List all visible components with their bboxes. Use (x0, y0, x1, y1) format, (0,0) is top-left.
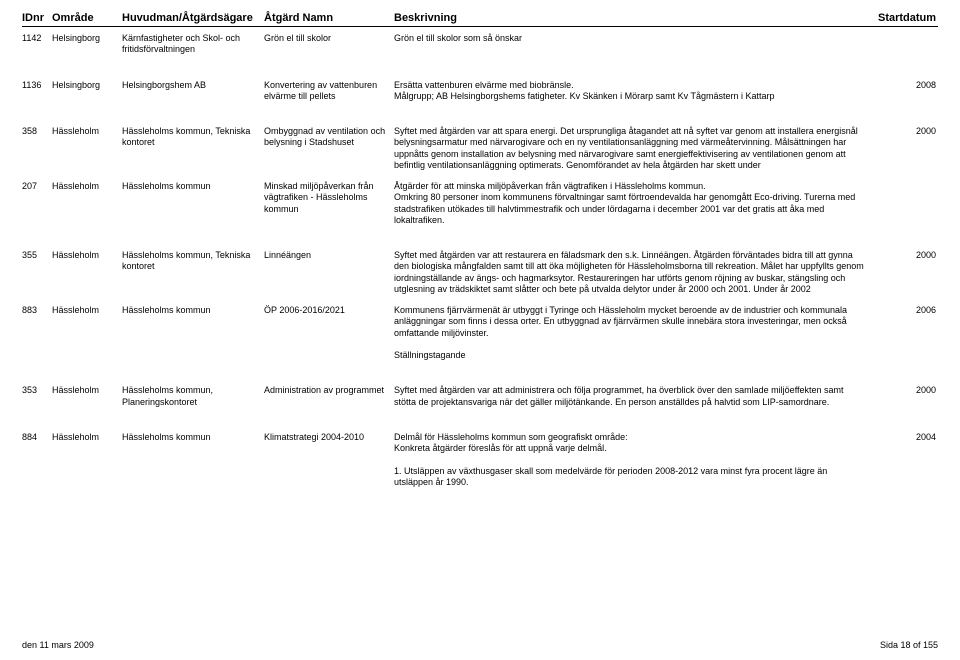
table-header: IDnr Område Huvudman/Åtgärdsägare Åtgärd… (22, 12, 938, 27)
cell-name: Minskad miljöpåverkan från vägtrafiken -… (264, 181, 394, 226)
cell-owner: Helsingborgshem AB (122, 80, 264, 103)
cell-id: 1142 (22, 33, 52, 56)
cell-date: 2000 (878, 126, 938, 171)
row-gap (22, 236, 938, 250)
cell-owner: Hässleholms kommun (122, 432, 264, 488)
table-row: 355HässleholmHässleholms kommun, Teknisk… (22, 250, 938, 295)
cell-desc: Syftet med åtgärden var att administrera… (394, 385, 878, 408)
cell-id: 358 (22, 126, 52, 171)
table-row: 353HässleholmHässleholms kommun, Planeri… (22, 385, 938, 408)
cell-area: Hässleholm (52, 385, 122, 408)
row-gap (22, 418, 938, 432)
cell-name: ÖP 2006-2016/2021 (264, 305, 394, 361)
cell-date: 2004 (878, 432, 938, 488)
cell-desc: Syftet med åtgärden var att spara energi… (394, 126, 878, 171)
col-name: Åtgärd Namn (264, 12, 394, 24)
cell-area: Hässleholm (52, 126, 122, 171)
cell-name: Grön el till skolor (264, 33, 394, 56)
cell-name: Linnéängen (264, 250, 394, 295)
cell-date (878, 33, 938, 56)
row-gap (22, 112, 938, 126)
cell-id: 884 (22, 432, 52, 488)
cell-id: 207 (22, 181, 52, 226)
cell-owner: Hässleholms kommun, Tekniska kontoret (122, 250, 264, 295)
cell-date: 2000 (878, 250, 938, 295)
col-id: IDnr (22, 12, 52, 24)
cell-name: Konvertering av vattenburen elvärme till… (264, 80, 394, 103)
cell-area: Hässleholm (52, 432, 122, 488)
table-row: 1136HelsingborgHelsingborgshem ABKonvert… (22, 80, 938, 103)
footer-date: den 11 mars 2009 (22, 640, 94, 650)
cell-id: 353 (22, 385, 52, 408)
cell-owner: Hässleholms kommun, Tekniska kontoret (122, 126, 264, 171)
cell-id: 883 (22, 305, 52, 361)
col-desc: Beskrivning (394, 12, 878, 24)
table-row: 1142HelsingborgKärnfastigheter och Skol-… (22, 33, 938, 56)
cell-owner: Hässleholms kommun (122, 181, 264, 226)
cell-date: 2000 (878, 385, 938, 408)
cell-name: Klimatstrategi 2004-2010 (264, 432, 394, 488)
cell-date (878, 181, 938, 226)
row-gap (22, 66, 938, 80)
table-row: 884HässleholmHässleholms kommunKlimatstr… (22, 432, 938, 488)
cell-area: Hässleholm (52, 250, 122, 295)
table-row: 883HässleholmHässleholms kommunÖP 2006-2… (22, 305, 938, 361)
table-row: 207HässleholmHässleholms kommunMinskad m… (22, 181, 938, 226)
cell-id: 1136 (22, 80, 52, 103)
page-footer: den 11 mars 2009 Sida 18 of 155 (22, 640, 938, 650)
cell-owner: Kärnfastigheter och Skol- och fritidsför… (122, 33, 264, 56)
cell-desc: Åtgärder för att minska miljöpåverkan fr… (394, 181, 878, 226)
cell-id: 355 (22, 250, 52, 295)
col-owner: Huvudman/Åtgärdsägare (122, 12, 264, 24)
col-date: Startdatum (878, 12, 938, 24)
cell-name: Administration av programmet (264, 385, 394, 408)
cell-desc: Syftet med åtgärden var att restaurera e… (394, 250, 878, 295)
cell-desc: Delmål för Hässleholms kommun som geogra… (394, 432, 878, 488)
cell-desc: Grön el till skolor som så önskar (394, 33, 878, 56)
cell-name: Ombyggnad av ventilation och belysning i… (264, 126, 394, 171)
cell-date: 2008 (878, 80, 938, 103)
table-body: 1142HelsingborgKärnfastigheter och Skol-… (22, 33, 938, 488)
row-gap (22, 371, 938, 385)
cell-desc: Ersätta vattenburen elvärme med biobräns… (394, 80, 878, 103)
cell-date: 2006 (878, 305, 938, 361)
cell-area: Helsingborg (52, 33, 122, 56)
cell-area: Hässleholm (52, 305, 122, 361)
table-row: 358HässleholmHässleholms kommun, Teknisk… (22, 126, 938, 171)
cell-area: Helsingborg (52, 80, 122, 103)
col-area: Område (52, 12, 122, 24)
cell-area: Hässleholm (52, 181, 122, 226)
cell-owner: Hässleholms kommun (122, 305, 264, 361)
cell-desc: Kommunens fjärrvärmenät är utbyggt i Tyr… (394, 305, 878, 361)
footer-page: Sida 18 of 155 (880, 640, 938, 650)
cell-owner: Hässleholms kommun, Planeringskontoret (122, 385, 264, 408)
